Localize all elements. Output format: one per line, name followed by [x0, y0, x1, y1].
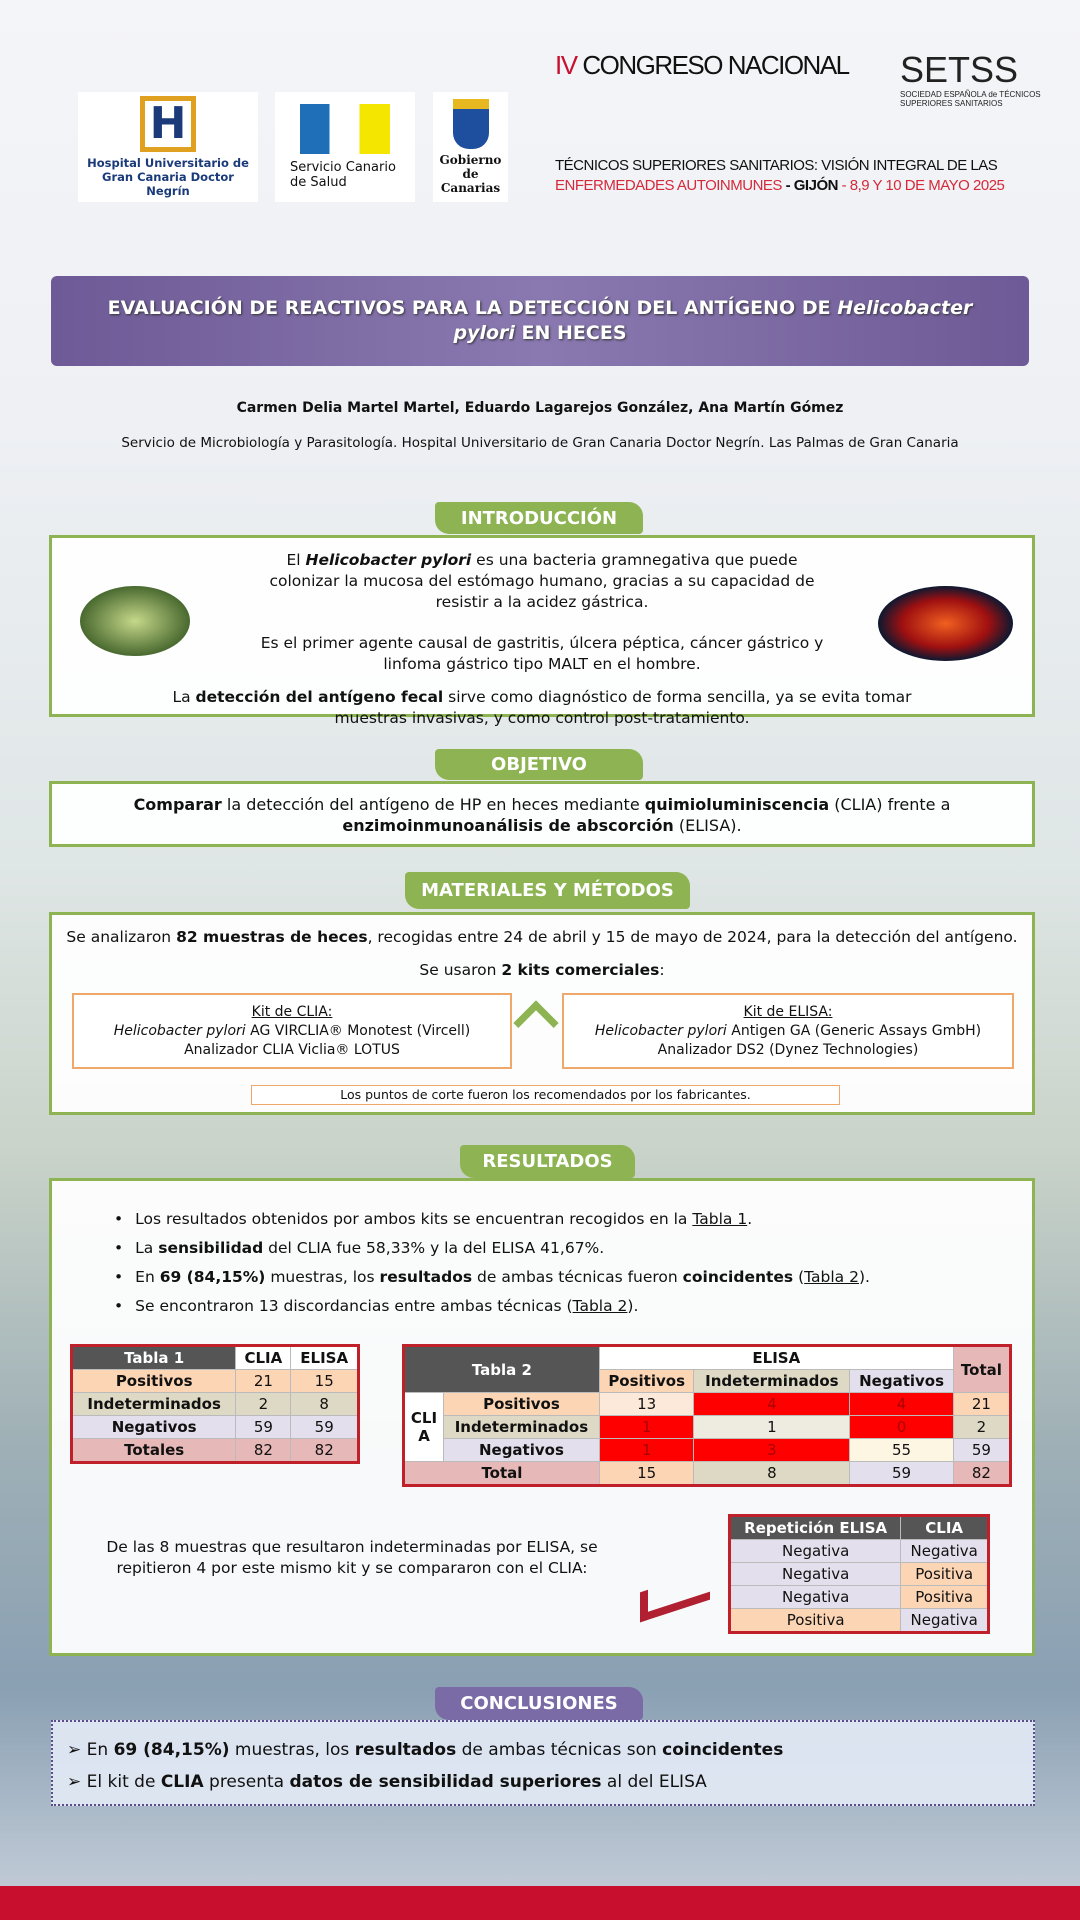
intro-p1: El Helicobacter pylori es una bacteria g… — [269, 551, 815, 611]
congress-subtitle: TÉCNICOS SUPERIORES SANITARIOS: VISIÓN I… — [555, 157, 998, 174]
congress-numeral: IV — [555, 50, 578, 80]
stomach-image — [878, 586, 1013, 661]
scs-logo: Servicio Canario de Salud — [275, 92, 415, 202]
tabla2-link[interactable]: Tabla 2 — [804, 1268, 859, 1286]
kit-clia: Kit de CLIA: Helicobacter pylori AG VIRCL… — [72, 993, 512, 1069]
tabla1-link[interactable]: Tabla 1 — [692, 1210, 748, 1228]
tabla-1: Tabla 1 CLIA ELISA Positivos 21 15 Indetermi… — [70, 1344, 360, 1464]
intro-p3: La detección del antígeno fecal sirve co… — [172, 688, 912, 727]
affiliation: Servicio de Microbiología y Parasitologí… — [121, 435, 959, 451]
footer-bar — [0, 1886, 1080, 1920]
tabla-2: Tabla 2 ELISA Total Positivos Indeterminado… — [402, 1344, 1012, 1487]
metodos-s1: Se analizaron 82 muestras de heces, reco… — [66, 928, 1018, 946]
authors: Carmen Delia Martel Martel, Eduardo Laga… — [236, 400, 844, 416]
kit-elisa: Kit de ELISA: Helicobacter pylori Antigen… — [562, 993, 1014, 1069]
result-item: Los resultados obtenidos por ambos kits … — [114, 1205, 1014, 1234]
intro-box: El Helicobacter pylori es una bacteria g… — [49, 535, 1035, 727]
result-item: Se encontraron 13 discordancias entre am… — [114, 1292, 1014, 1321]
result-item: En 69 (84,15%) muestras, los resultados … — [114, 1263, 1014, 1292]
tabla-3: Repetición ELISA CLIA Negativa Negativa Ne… — [728, 1514, 990, 1634]
metodos-heading: MATERIALES Y MÉTODOS — [405, 872, 690, 909]
objetivo-text: Comparar la detección del antígeno de HP… — [133, 795, 951, 835]
repeat-text: De las 8 muestras que resultaron indeter… — [106, 1538, 598, 1577]
poster-title: EVALUACIÓN DE REACTIVOS PARA LA DETECCIÓ… — [51, 276, 1029, 366]
h-logo-icon: H — [140, 96, 196, 152]
results-list: Los resultados obtenidos por ambos kits … — [114, 1205, 1014, 1321]
congress-logo: IV CONGRESO NACIONAL TÉCNICOS SUPERIORES… — [555, 50, 1055, 196]
resultados-box: Los resultados obtenidos por ambos kits … — [49, 1178, 1035, 1656]
congress-title: CONGRESO NACIONAL — [582, 50, 850, 80]
bacteria-image — [80, 586, 190, 656]
conclusion-item: ➢ El kit de CLIA presenta datos de sensi… — [67, 1772, 707, 1792]
tabla2-link[interactable]: Tabla 2 — [572, 1297, 628, 1315]
objetivo-box: Comparar la detección del antígeno de HP… — [49, 781, 1035, 847]
hospital-logo: H Hospital Universitario de Gran Canaria… — [78, 92, 258, 202]
intro-heading: INTRODUCCIÓN — [435, 502, 643, 534]
coat-of-arms-icon — [452, 99, 489, 149]
setss-logo: SETSS SOCIEDAD ESPAÑOLA de TÉCNICOS SUPER… — [900, 49, 1041, 109]
objetivo-heading: OBJETIVO — [435, 749, 643, 780]
conclusion-item: ➢ En 69 (84,15%) muestras, los resultado… — [67, 1740, 784, 1760]
scs-squares-icon — [300, 104, 390, 154]
resultados-heading: RESULTADOS — [460, 1145, 635, 1178]
congress-dates: ENFERMEDADES AUTOINMUNES - GIJÓN - 8,9 Y… — [555, 177, 1005, 194]
metodos-s2: Se usaron 2 kits comerciales: — [419, 961, 665, 979]
gobierno-logo: Gobierno de Canarias — [433, 92, 508, 202]
result-item: La sensibilidad del CLIA fue 58,33% y la… — [114, 1234, 1014, 1263]
arrow-icon — [640, 1569, 710, 1623]
conclusiones-heading: CONCLUSIONES — [435, 1687, 643, 1720]
metodos-box: Se analizaron 82 muestras de heces, reco… — [49, 912, 1035, 1115]
intro-p2: Es el primer agente causal de gastritis,… — [260, 634, 824, 673]
chevron-up-icon — [513, 1000, 559, 1046]
conclusiones-box: ➢ En 69 (84,15%) muestras, los resultado… — [51, 1720, 1035, 1806]
cutoff-note: Los puntos de corte fueron los recomenda… — [251, 1085, 840, 1105]
